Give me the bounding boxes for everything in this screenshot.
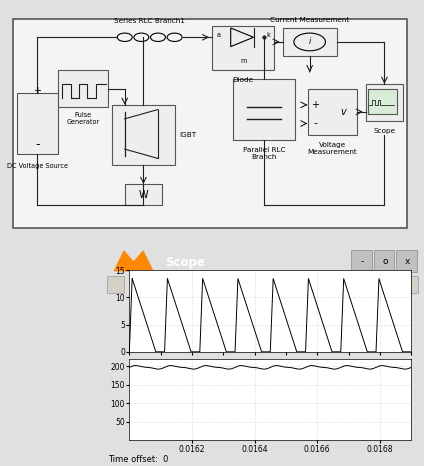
Text: -: -	[35, 138, 40, 151]
FancyBboxPatch shape	[351, 250, 372, 272]
FancyBboxPatch shape	[17, 93, 58, 154]
FancyBboxPatch shape	[321, 276, 338, 293]
FancyBboxPatch shape	[13, 19, 407, 228]
FancyBboxPatch shape	[187, 276, 204, 293]
FancyBboxPatch shape	[396, 250, 416, 272]
Text: o: o	[382, 257, 388, 266]
FancyBboxPatch shape	[307, 89, 357, 135]
FancyBboxPatch shape	[125, 184, 162, 205]
FancyBboxPatch shape	[240, 276, 258, 293]
Text: m: m	[240, 58, 246, 63]
FancyBboxPatch shape	[106, 276, 124, 293]
FancyBboxPatch shape	[212, 26, 274, 70]
Text: -: -	[313, 118, 317, 129]
FancyBboxPatch shape	[347, 276, 365, 293]
Text: +: +	[311, 100, 319, 110]
FancyBboxPatch shape	[233, 79, 295, 140]
Text: x: x	[404, 257, 410, 266]
FancyBboxPatch shape	[58, 70, 108, 107]
FancyBboxPatch shape	[214, 276, 231, 293]
Text: DC Voltage Source: DC Voltage Source	[7, 163, 68, 169]
Text: Pulse
Generator: Pulse Generator	[67, 112, 100, 125]
FancyBboxPatch shape	[374, 250, 394, 272]
Text: Current Measurement: Current Measurement	[270, 17, 349, 23]
Text: i: i	[308, 37, 311, 47]
Text: IGBT: IGBT	[179, 132, 196, 138]
Text: +: +	[33, 86, 42, 96]
FancyBboxPatch shape	[267, 276, 285, 293]
FancyBboxPatch shape	[366, 84, 403, 121]
Text: a: a	[216, 32, 220, 38]
Text: Time offset:  0: Time offset: 0	[108, 455, 168, 464]
FancyBboxPatch shape	[283, 28, 337, 56]
FancyBboxPatch shape	[401, 276, 418, 293]
FancyBboxPatch shape	[112, 105, 175, 165]
Text: Diode: Diode	[233, 77, 254, 83]
Text: -: -	[361, 257, 364, 266]
FancyBboxPatch shape	[374, 276, 391, 293]
FancyBboxPatch shape	[294, 276, 311, 293]
Text: Voltage
Measurement: Voltage Measurement	[308, 142, 357, 155]
Text: Series RLC Branch1: Series RLC Branch1	[114, 18, 185, 24]
Text: W: W	[139, 190, 148, 199]
Text: Parallel RLC
Branch: Parallel RLC Branch	[243, 147, 285, 160]
Polygon shape	[114, 251, 153, 271]
Text: Scope: Scope	[374, 128, 396, 134]
FancyBboxPatch shape	[368, 89, 397, 114]
FancyBboxPatch shape	[160, 276, 178, 293]
Text: v: v	[340, 107, 346, 117]
Text: Scope: Scope	[165, 256, 205, 269]
Text: k: k	[266, 32, 270, 38]
FancyBboxPatch shape	[133, 276, 151, 293]
